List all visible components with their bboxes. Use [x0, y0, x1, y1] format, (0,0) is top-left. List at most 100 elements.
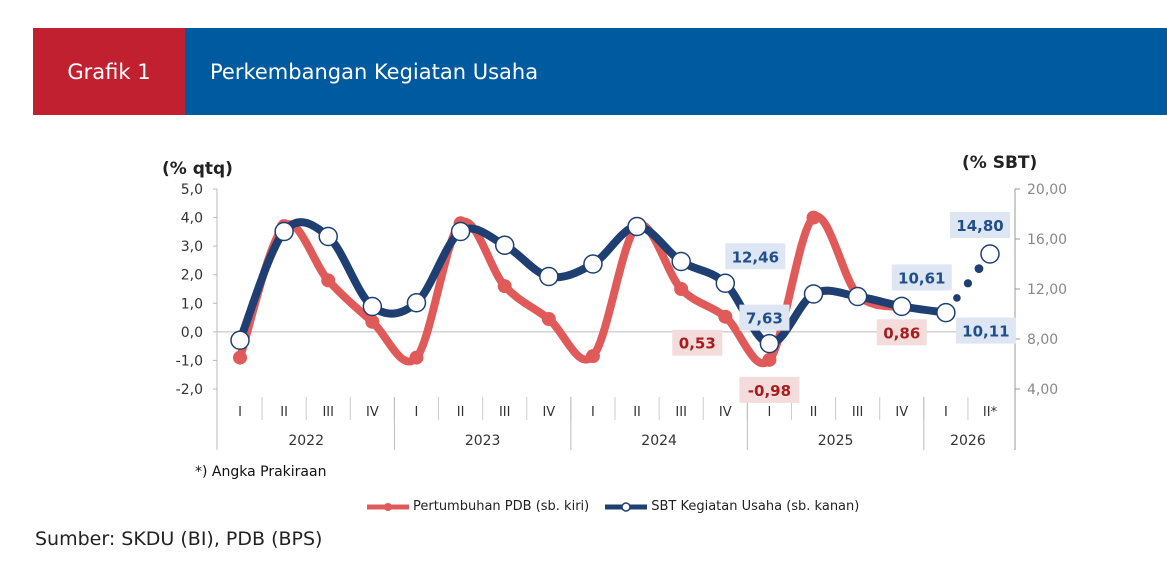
sbt-point	[847, 286, 868, 307]
data-label: 12,46	[732, 248, 779, 266]
pdb-point	[718, 309, 733, 324]
legend-pdb: Pertumbuhan PDB (sb. kiri)	[365, 499, 589, 514]
right-tick-label: 16,00	[1027, 232, 1067, 248]
sbt-point	[539, 266, 559, 287]
pdb-point	[365, 314, 380, 329]
right-tick-label: 20,00	[1027, 182, 1067, 198]
chart-title-text: Perkembangan Kegiatan Usaha	[210, 59, 539, 84]
sbt-point	[627, 216, 647, 237]
right-axis-label: (% SBT)	[962, 153, 1037, 173]
data-label: 10,11	[962, 323, 1009, 341]
left-tick-label: 3,0	[181, 239, 203, 255]
pdb-point	[674, 282, 689, 296]
data-label-box	[739, 304, 790, 331]
year-label: 2024	[641, 433, 677, 449]
left-axis-label: (% qtq)	[162, 159, 233, 179]
sbt-point	[715, 273, 736, 293]
quarter-label: IV	[366, 405, 379, 420]
sbt-point	[583, 254, 603, 274]
source-note: Sumber: SKDU (BI), PDB (BPS)	[35, 528, 323, 550]
left-tick-label: 0,0	[181, 325, 203, 341]
legend-sbt: SBT Kegiatan Usaha (sb. kanan)	[603, 499, 859, 514]
left-tick-label: -1,0	[176, 353, 203, 369]
quarter-label: III	[675, 405, 687, 420]
forecast-note: *) Angka Prakiraan	[195, 464, 327, 480]
sbt-point	[362, 296, 383, 317]
year-label: 2022	[288, 433, 324, 449]
quarter-label: I	[415, 405, 419, 420]
data-label-box	[725, 243, 786, 270]
legend: Pertumbuhan PDB (sb. kiri) SBT Kegiatan …	[365, 499, 859, 514]
data-label-box	[950, 212, 1010, 238]
quarter-label: IV	[719, 405, 732, 420]
sbt-projection-dot	[953, 294, 961, 302]
year-label: 2026	[950, 433, 986, 449]
year-label: 2025	[818, 433, 854, 449]
sbt-point	[230, 330, 250, 350]
sbt-point	[759, 333, 780, 354]
year-label: 2023	[465, 433, 501, 449]
sbt-point	[671, 251, 691, 272]
right-tick-label: 12,00	[1027, 282, 1067, 298]
data-label-box	[876, 319, 927, 346]
legend-pdb-marker	[367, 502, 409, 511]
sbt-point	[494, 235, 515, 255]
quarter-label: II	[810, 405, 818, 420]
data-label-box	[955, 317, 1016, 344]
pdb-point	[233, 350, 247, 365]
chart-title: Perkembangan Kegiatan Usaha	[185, 28, 1167, 115]
legend-sbt-marker	[605, 501, 648, 512]
sbt-line	[236, 218, 950, 348]
right-tick-label: 4,00	[1027, 382, 1058, 398]
sbt-projection-dot	[963, 279, 973, 288]
right-tick-label: 8,00	[1027, 332, 1058, 348]
sbt-point	[803, 284, 824, 304]
sbt-projection-dot	[974, 264, 984, 274]
quarter-label: II	[280, 405, 288, 420]
left-tick-label: 2,0	[181, 268, 203, 284]
pdb-point	[497, 279, 512, 294]
pdb-point	[541, 312, 556, 326]
left-tick-label: 4,0	[181, 211, 203, 227]
quarter-label: III	[322, 405, 334, 420]
quarter-label: III	[852, 405, 864, 420]
data-label: 10,61	[898, 269, 945, 287]
quarter-label: I	[591, 405, 595, 420]
data-label: -0,98	[748, 382, 791, 400]
left-tick-label: -2,0	[176, 382, 203, 398]
quarter-label: IV	[895, 405, 908, 420]
legend-sbt-label: SBT Kegiatan Usaha (sb. kanan)	[651, 499, 860, 514]
quarter-label: II	[457, 405, 465, 420]
quarter-label: I	[767, 405, 771, 420]
data-label: 7,63	[746, 310, 783, 328]
data-label: 0,53	[679, 335, 716, 353]
sbt-point	[936, 302, 956, 323]
sbt-point	[318, 226, 338, 247]
pdb-point	[762, 352, 777, 367]
data-label: 0,86	[883, 324, 920, 342]
sbt-point	[274, 221, 294, 242]
quarter-label: I	[944, 405, 948, 420]
pdb-point	[321, 273, 336, 288]
left-tick-label: 1,0	[181, 296, 203, 312]
sbt-point	[892, 296, 912, 317]
quarter-label: II*	[983, 405, 998, 420]
quarter-label: III	[499, 405, 511, 420]
legend-pdb-label: Pertumbuhan PDB (sb. kiri)	[413, 499, 590, 514]
data-label-box	[891, 264, 952, 291]
sbt-point	[406, 293, 427, 313]
quarter-label: II	[633, 405, 641, 420]
data-label-box	[739, 376, 800, 403]
pdb-point	[806, 210, 821, 225]
pdb-point	[585, 349, 600, 364]
data-label: 14,80	[956, 217, 1003, 235]
quarter-label: I	[238, 405, 242, 420]
quarter-label: IV	[542, 405, 555, 420]
pdb-point	[409, 350, 424, 365]
left-tick-label: 5,0	[181, 182, 203, 198]
pdb-line	[236, 212, 906, 367]
sbt-point	[980, 244, 1000, 264]
chart-number: Grafik 1	[33, 28, 185, 115]
sbt-point	[450, 221, 471, 242]
